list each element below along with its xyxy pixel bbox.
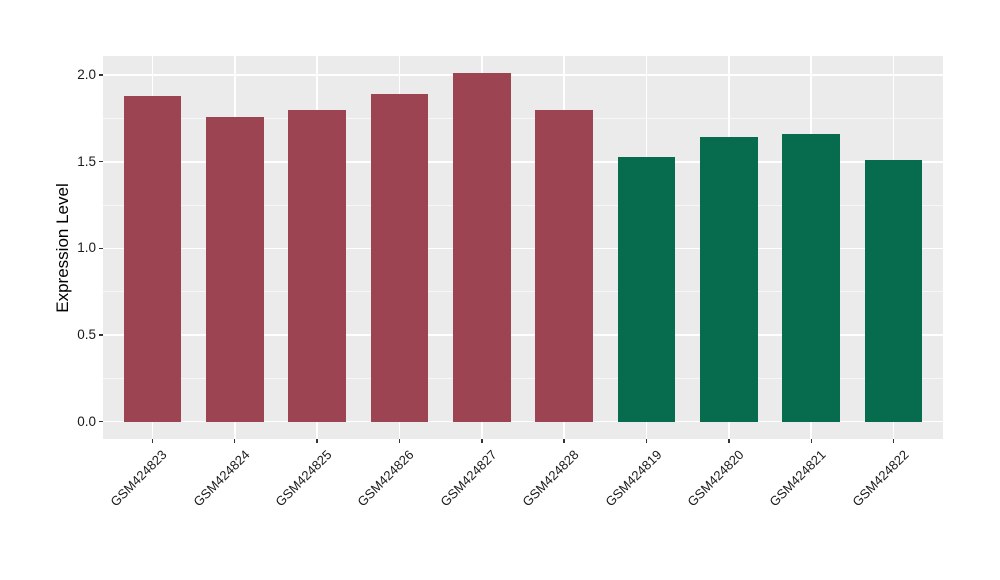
x-tick-mark xyxy=(151,439,154,443)
y-major-gridline xyxy=(103,420,943,423)
y-tick-label: 1.5 xyxy=(77,153,96,169)
y-minor-gridline xyxy=(103,291,943,293)
x-tick-mark xyxy=(810,439,812,443)
x-tick-label-text: GSM424828 xyxy=(519,447,582,510)
y-minor-gridline xyxy=(103,117,943,119)
x-tick-label-text: GSM424821 xyxy=(766,447,829,510)
y-major-gridline xyxy=(103,74,943,76)
bar-GSM424828 xyxy=(535,109,593,422)
x-tick-mark xyxy=(234,439,236,443)
x-tick-label-text: GSM424825 xyxy=(272,447,335,510)
x-tick-mark xyxy=(645,439,648,443)
x-tick-label-text: GSM424820 xyxy=(684,447,747,510)
x-tick-mark xyxy=(892,439,895,443)
y-major-gridline xyxy=(103,247,943,250)
x-tick-label-text: GSM424823 xyxy=(107,447,171,510)
y-major-gridline xyxy=(103,334,943,336)
x-tick-label-text: GSM424824 xyxy=(190,447,253,510)
bar-GSM424820 xyxy=(700,137,758,422)
x-tick-mark xyxy=(563,439,565,443)
x-tick-mark xyxy=(316,439,318,443)
x-tick-label-text: GSM424819 xyxy=(601,447,665,510)
x-tick-label-text: GSM424827 xyxy=(437,447,500,510)
plot-panel xyxy=(103,56,943,439)
y-minor-gridline xyxy=(103,377,943,379)
y-major-gridline xyxy=(103,160,943,163)
y-tick-label: 0.0 xyxy=(77,413,96,429)
bar-GSM424825 xyxy=(288,109,346,422)
bar-GSM424824 xyxy=(205,116,264,422)
bar-GSM424827 xyxy=(453,73,511,422)
x-tick-mark xyxy=(728,439,730,443)
bar-GSM424819 xyxy=(617,156,676,422)
bar-GSM424823 xyxy=(123,95,182,422)
x-tick-label-text: GSM424822 xyxy=(848,447,912,510)
y-tick-label: 1.0 xyxy=(77,240,96,256)
y-tick-label: 2.0 xyxy=(77,67,96,83)
y-minor-gridline xyxy=(103,204,943,206)
x-tick-mark xyxy=(398,439,401,443)
x-tick-mark xyxy=(481,439,483,443)
x-tick-label-text: GSM424826 xyxy=(354,447,418,510)
bar-GSM424822 xyxy=(864,159,923,422)
bar-GSM424821 xyxy=(782,133,841,422)
y-axis-title: Expression Level xyxy=(53,182,72,313)
y-tick-label: 0.5 xyxy=(77,327,96,343)
bar-GSM424826 xyxy=(370,94,429,422)
